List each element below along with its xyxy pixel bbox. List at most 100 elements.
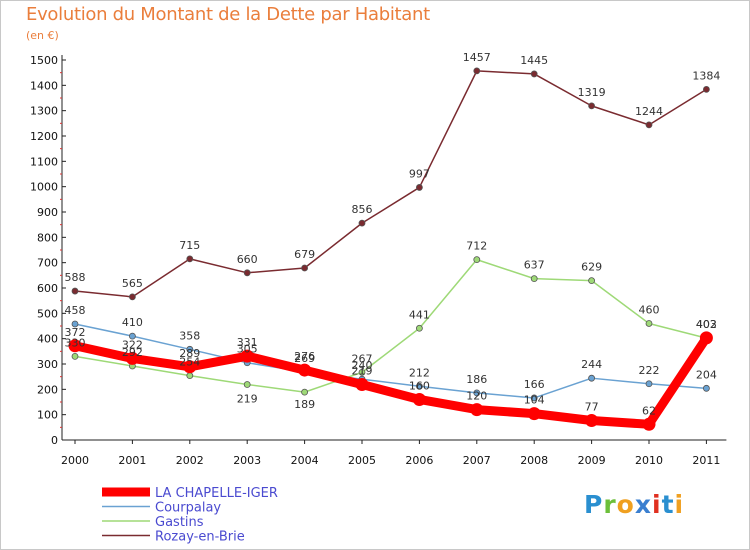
logo-letter: P: [584, 490, 604, 519]
data-label: 254: [179, 356, 200, 369]
data-point: [358, 219, 366, 227]
data-label: 403: [696, 318, 717, 331]
y-tick-label: 100: [37, 409, 58, 422]
data-point: [355, 378, 369, 392]
data-point: [473, 256, 481, 264]
logo-letter: i: [674, 490, 685, 519]
data-point: [415, 382, 423, 390]
data-point: [588, 277, 595, 285]
x-tick-label: 2007: [463, 454, 491, 467]
y-tick-label: 200: [37, 383, 58, 396]
legend: LA CHAPELLE-IGERCourpalayGastinsRozay-en…: [102, 486, 278, 545]
data-label: 402: [696, 318, 717, 331]
x-tick-label: 2008: [520, 454, 548, 467]
data-label: 212: [409, 366, 430, 379]
data-label: 358: [179, 329, 200, 342]
data-label: 372: [65, 326, 86, 339]
data-label: 289: [179, 347, 200, 360]
data-label: 330: [65, 336, 86, 349]
data-label: 222: [639, 364, 660, 377]
data-label: 458: [65, 304, 86, 317]
series-line: [74, 323, 708, 399]
data-label: 204: [696, 368, 717, 381]
data-point: [298, 363, 312, 377]
data-label: 441: [409, 308, 430, 321]
chart-title: Evolution du Montant de la Dette par Hab…: [26, 4, 430, 25]
data-label: 712: [466, 240, 487, 253]
data-point: [301, 388, 309, 396]
y-tick-label: 0: [51, 434, 58, 447]
data-point: [645, 320, 653, 327]
legend-label: Courpalay: [155, 501, 221, 516]
data-label: 660: [237, 253, 258, 266]
series-line: [74, 258, 708, 393]
data-point: [412, 392, 426, 406]
legend-label: Gastins: [155, 515, 204, 530]
y-tick-label: 800: [37, 231, 58, 244]
series-line: [70, 333, 711, 429]
data-label: 292: [122, 346, 143, 359]
data-point: [415, 184, 423, 191]
data-point: [530, 70, 538, 78]
data-label: 460: [639, 303, 660, 316]
data-label: 1384: [692, 69, 720, 82]
data-label: 77: [585, 400, 599, 413]
data-label: 267: [352, 352, 373, 365]
y-tick-label: 600: [37, 282, 58, 295]
data-point: [588, 374, 595, 382]
data-point: [243, 381, 251, 388]
data-label: 244: [581, 358, 602, 371]
legend-label: LA CHAPELLE-IGER: [155, 486, 278, 501]
data-label: 219: [237, 393, 258, 406]
data-label: 565: [122, 277, 143, 290]
data-label: 240: [352, 359, 373, 372]
data-label: 186: [466, 373, 487, 386]
x-tick-label: 2009: [578, 454, 606, 467]
data-label: 305: [237, 343, 258, 356]
data-point: [186, 372, 194, 380]
logo-letter: r: [603, 490, 617, 519]
data-label: 1244: [635, 105, 663, 118]
data-point: [530, 275, 538, 283]
data-point: [68, 339, 82, 353]
data-label: 588: [65, 271, 86, 284]
data-label: 1457: [463, 51, 491, 64]
data-point: [703, 384, 710, 392]
axes: 0 100 200 300 400 500 600 700 800 900 1000 1100 1200…: [30, 54, 727, 467]
y-tick-label: 1100: [30, 155, 58, 168]
x-tick-label: 2003: [233, 454, 261, 467]
data-labels: 588 565 715 660 679 856 997 1457 1445 1319 1244 138…: [65, 51, 721, 417]
data-label: 269: [294, 352, 315, 365]
data-point: [71, 320, 79, 328]
logo-letter: i: [652, 490, 662, 519]
y-tick-label: 700: [37, 257, 58, 270]
x-tick-label: 2000: [61, 454, 89, 467]
data-point: [473, 67, 481, 75]
x-tick-label: 2011: [692, 454, 720, 467]
y-tick-label: 300: [37, 358, 58, 371]
y-tick-label: 1300: [30, 105, 58, 118]
y-tick-label: 500: [37, 307, 58, 320]
data-point: [183, 360, 197, 374]
series-layer: [68, 67, 713, 431]
data-point: [470, 403, 484, 417]
data-point: [301, 264, 309, 272]
legend-label: Rozay-en-Brie: [155, 530, 245, 545]
x-tick-label: 2005: [348, 454, 376, 467]
data-point: [186, 255, 194, 263]
data-point: [243, 269, 251, 277]
data-point: [530, 394, 538, 402]
data-point: [473, 389, 481, 397]
y-tick-label: 1000: [30, 181, 58, 194]
data-label: 160: [409, 379, 430, 392]
data-label: 679: [294, 248, 315, 261]
data-label: 410: [122, 316, 143, 329]
proxiti-logo: Proxiti: [584, 490, 684, 519]
data-label: 331: [237, 336, 258, 349]
data-point: [645, 380, 653, 388]
data-point: [699, 331, 713, 345]
x-tick-label: 2006: [405, 454, 433, 467]
data-label: 856: [352, 203, 373, 216]
data-point: [186, 345, 194, 353]
